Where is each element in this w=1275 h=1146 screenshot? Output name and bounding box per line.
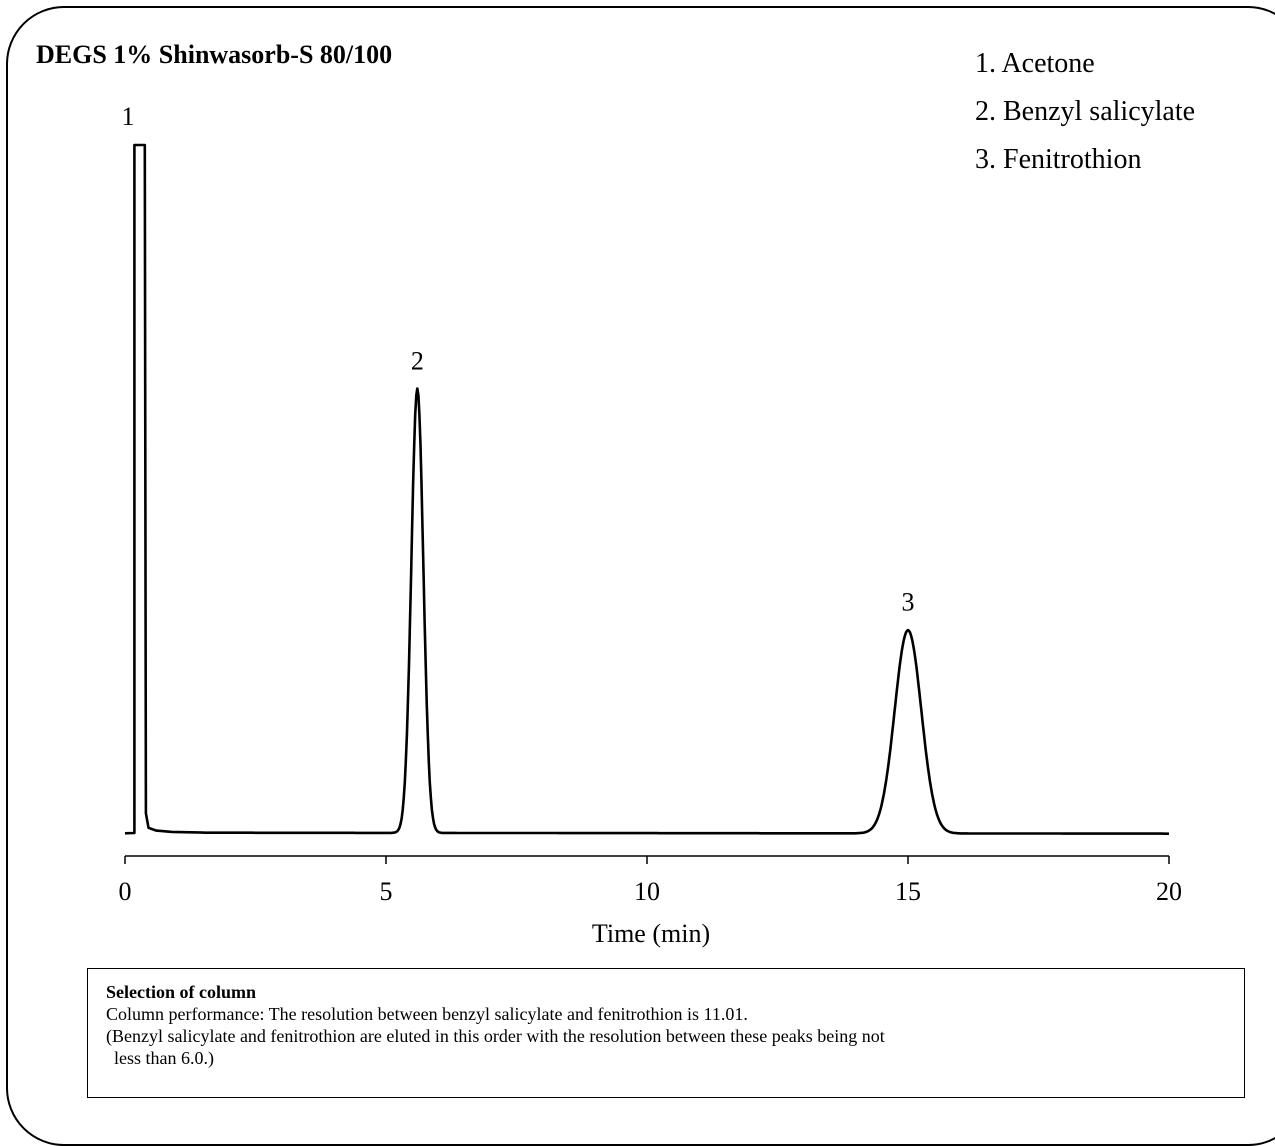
x-tick-label: 15 (895, 877, 921, 906)
x-tick-label: 5 (380, 877, 393, 906)
peak-label-1: 1 (122, 102, 135, 131)
x-tick-label: 0 (119, 877, 132, 906)
legend-entry-benzyl-salicylate: 2. Benzyl salicylate (975, 96, 1196, 127)
column-selection-note: Selection of column Column performance: … (87, 968, 1245, 1098)
x-axis-label: Time (min) (592, 919, 710, 948)
chromatogram-chart: 0 5 10 15 20 1 2 3 Time (min) (119, 102, 1183, 948)
peak-label-2: 2 (411, 347, 424, 376)
note-line-3: less than 6.0.) (114, 1048, 214, 1068)
note-line-1: Column performance: The resolution betwe… (106, 1004, 748, 1024)
legend-entry-fenitrothion: 3. Fenitrothion (975, 144, 1142, 175)
chromatogram-trace (124, 143, 1170, 835)
peak-label-3: 3 (902, 588, 915, 617)
x-tick-label: 10 (634, 877, 660, 906)
note-title: Selection of column (106, 982, 256, 1002)
note-line-2: (Benzyl salicylate and fenitrothion are … (106, 1026, 885, 1046)
legend-entry-acetone: 1. Acetone (975, 48, 1095, 79)
legend: 1. Acetone 2. Benzyl salicylate 3. Fenit… (975, 44, 1195, 188)
x-tick-label: 20 (1156, 877, 1182, 906)
chart-title: DEGS 1% Shinwasorb-S 80/100 (36, 40, 393, 69)
